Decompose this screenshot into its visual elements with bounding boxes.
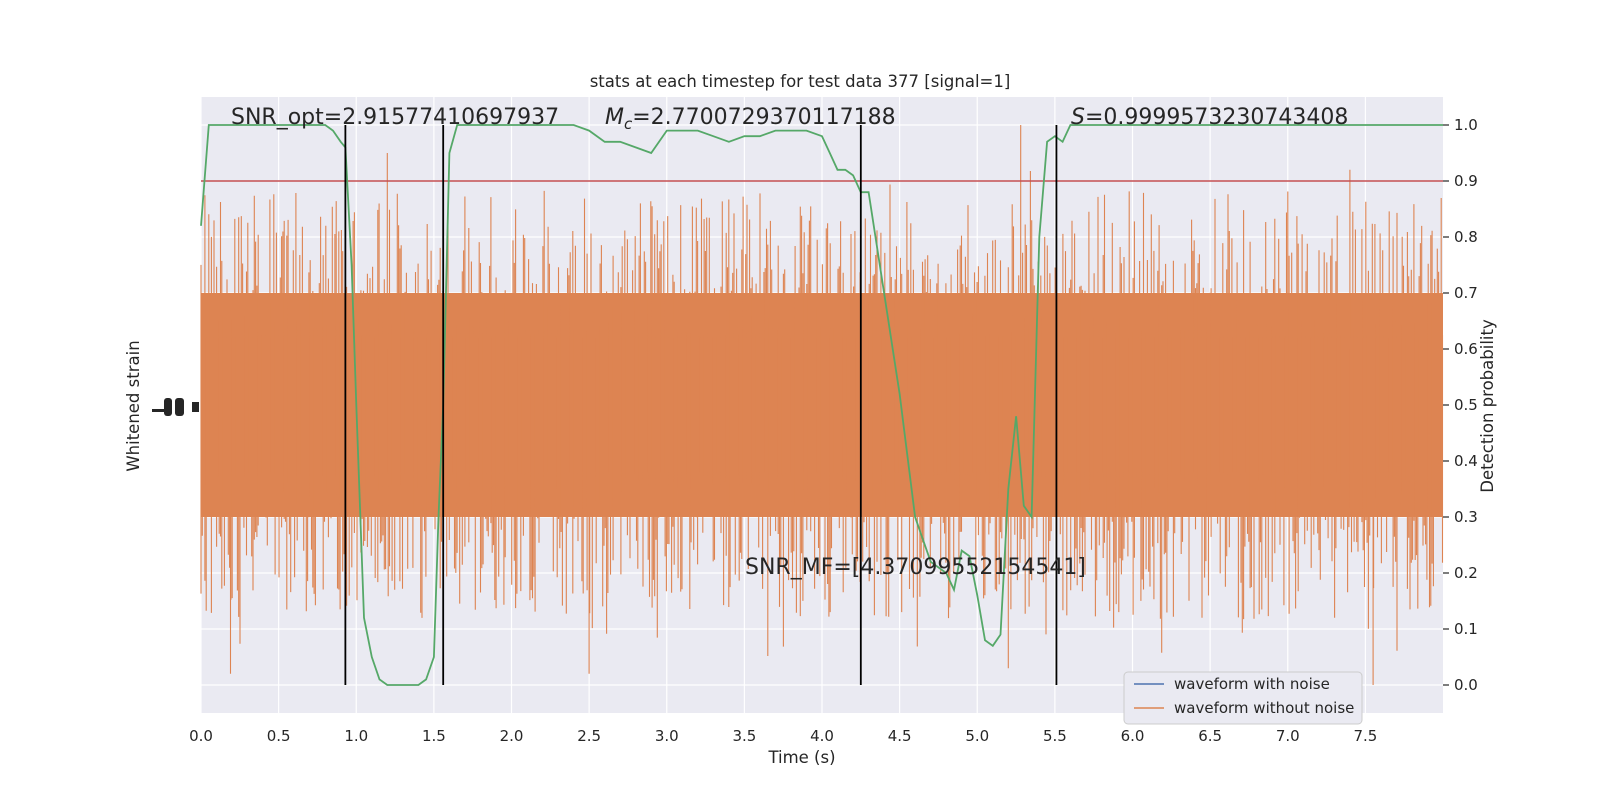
x-tick-label: 7.5: [1353, 727, 1377, 745]
chirp-mass-annotation: Mc=2.7700729370117188: [605, 105, 896, 133]
score-value: =0.9999573230743408: [1085, 105, 1348, 130]
x-tick-label: 5.0: [965, 727, 989, 745]
right-tick-label: 0.9: [1454, 172, 1478, 190]
x-tick-label: 2.0: [500, 727, 524, 745]
chirp-mass-symbol: M: [605, 105, 624, 130]
score-annotation: S=0.9999573230743408: [1071, 105, 1348, 130]
x-tick-label: 6.0: [1121, 727, 1145, 745]
x-tick-label: 1.0: [344, 727, 368, 745]
x-tick-label: 4.0: [810, 727, 834, 745]
strain-series: [200, 125, 1444, 685]
x-tick-label: 1.5: [422, 727, 446, 745]
legend-label-with-noise: waveform with noise: [1174, 675, 1330, 693]
legend-label-without-noise: waveform without noise: [1174, 699, 1354, 717]
x-tick-label: 0.5: [267, 727, 291, 745]
right-tick-label: 0.7: [1454, 284, 1478, 302]
x-axis-ticks: 0.0 0.5 1.0 1.5 2.0 2.5 3.0 3.5 4.0 4.5 5.0 5.5 6.0 6…: [189, 727, 1377, 745]
left-tick-mark: [175, 398, 184, 416]
x-tick-label: 7.0: [1276, 727, 1300, 745]
snr-opt-annotation: SNR_opt=2.91577410697937: [231, 105, 559, 130]
vertical-lines: [344, 125, 1058, 685]
right-axis-ticks: 0.0 0.1 0.2 0.3 0.4 0.5 0.6 0.7 0.8 0.9 1.0: [1443, 116, 1478, 694]
x-tick-label: 5.5: [1043, 727, 1067, 745]
chart-title: stats at each timestep for test data 377…: [590, 72, 1011, 91]
left-axis-ticks: [152, 398, 199, 416]
left-tick-mark: [152, 409, 165, 412]
probability-line: [200, 124, 1443, 686]
right-tick-label: 0.2: [1454, 564, 1478, 582]
strain-spikes: [200, 125, 1444, 685]
right-tick-label: 0.0: [1454, 676, 1478, 694]
x-tick-label: 0.0: [189, 727, 213, 745]
right-tick-label: 0.6: [1454, 340, 1478, 358]
right-tick-label: 0.5: [1454, 396, 1478, 414]
right-tick-label: 0.1: [1454, 620, 1478, 638]
x-tick-label: 3.0: [655, 727, 679, 745]
right-tick-label: 1.0: [1454, 116, 1478, 134]
score-symbol: S: [1071, 105, 1085, 130]
legend-box: [1123, 671, 1363, 725]
x-tick-label: 2.5: [577, 727, 601, 745]
chirp-mass-subscript: c: [624, 115, 633, 133]
x-axis-label: Time (s): [767, 748, 835, 767]
x-tick-label: 4.5: [888, 727, 912, 745]
legend: waveform with noise waveform without noi…: [1123, 671, 1363, 725]
right-tick-label: 0.8: [1454, 228, 1478, 246]
right-tick-label: 0.3: [1454, 508, 1478, 526]
left-axis-label: Whitened strain: [124, 340, 143, 471]
x-tick-label: 6.5: [1198, 727, 1222, 745]
probability-series: [200, 124, 1443, 686]
right-tick-label: 0.4: [1454, 452, 1478, 470]
left-tick-mark: [192, 402, 199, 412]
chirp-mass-value: =2.7700729370117188: [632, 105, 895, 130]
x-tick-label: 3.5: [732, 727, 756, 745]
snr-mf-annotation: SNR_MF=[4.37099552154541]: [745, 555, 1086, 580]
left-tick-mark: [164, 398, 172, 416]
right-axis-label: Detection probability: [1478, 319, 1497, 493]
